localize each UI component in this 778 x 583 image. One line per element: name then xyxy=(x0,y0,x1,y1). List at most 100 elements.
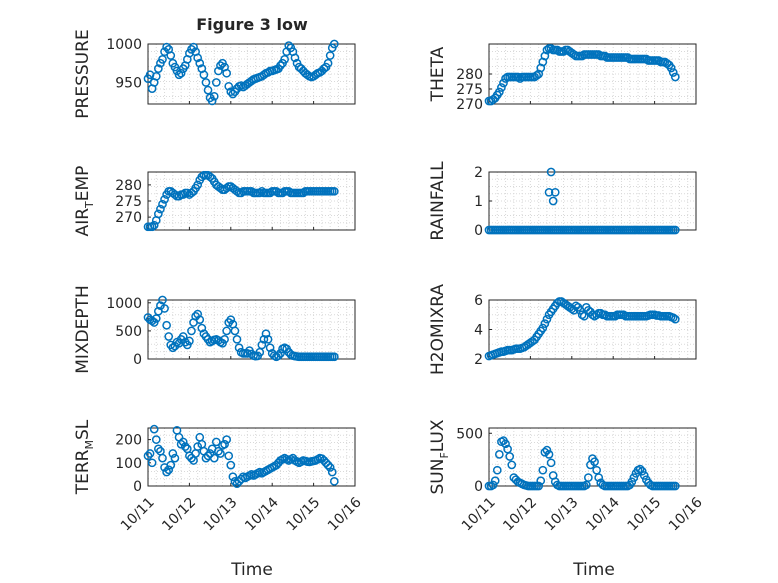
x-axis-label-left: Time xyxy=(230,560,273,580)
subplot-mixdepth: 0 500 1000 MIXDEPTH xyxy=(73,285,356,374)
data-point xyxy=(180,442,190,451)
data-point xyxy=(592,310,601,320)
data-point xyxy=(538,465,548,475)
y-tick-label: 500 xyxy=(115,324,142,340)
data-point xyxy=(158,199,167,209)
data-series xyxy=(143,170,339,232)
y-tick-label: 950 xyxy=(115,75,142,91)
data-point xyxy=(214,446,223,456)
data-point xyxy=(234,343,244,353)
data-point xyxy=(329,39,339,49)
subplot-rainfall: 0 1 2 RAINFALL xyxy=(428,161,697,241)
data-point xyxy=(327,467,337,477)
data-point xyxy=(211,78,221,87)
y-axis-label-tail: EMP xyxy=(73,166,93,202)
data-point xyxy=(670,481,680,491)
data-point xyxy=(220,334,229,344)
data-point xyxy=(492,465,502,475)
data-point xyxy=(501,439,510,449)
y-axis-label-main: RAINFALL xyxy=(428,161,448,241)
data-series xyxy=(143,424,339,489)
data-series xyxy=(484,297,680,361)
data-point xyxy=(160,195,169,204)
data-point xyxy=(559,47,568,56)
data-point xyxy=(176,68,186,78)
data-point xyxy=(329,352,339,362)
y-axis-label-main: PRESSURE xyxy=(73,29,93,118)
data-point xyxy=(149,424,159,434)
data-point xyxy=(534,481,544,491)
data-point xyxy=(542,45,552,55)
data-point xyxy=(189,42,198,52)
data-point xyxy=(507,460,517,470)
data-point xyxy=(220,439,229,449)
data-point xyxy=(490,476,500,486)
y-tick-label: 1000 xyxy=(106,296,142,312)
data-point xyxy=(151,435,161,444)
data-point xyxy=(257,340,267,350)
data-point xyxy=(228,89,238,99)
data-point xyxy=(193,180,203,190)
data-point xyxy=(540,447,550,457)
data-point xyxy=(261,329,271,339)
y-axis-label-main: MIXDEPTH xyxy=(73,285,93,374)
y-axis-label: PRESSURE xyxy=(73,29,93,118)
data-point xyxy=(488,480,498,490)
data-point xyxy=(145,449,155,458)
data-point xyxy=(170,453,180,463)
data-point xyxy=(162,42,171,52)
y-tick-label: 0 xyxy=(133,479,142,495)
y-tick-label: 1 xyxy=(474,194,483,210)
data-point xyxy=(552,298,562,308)
data-point xyxy=(199,70,209,80)
data-point xyxy=(255,188,265,198)
y-axis-label: AIRTEMP xyxy=(73,166,96,237)
data-point xyxy=(168,449,178,458)
data-point xyxy=(329,477,339,486)
data-point xyxy=(505,452,515,461)
data-point xyxy=(209,91,219,101)
data-point xyxy=(216,61,225,70)
data-point xyxy=(637,466,647,476)
y-tick-label: 6 xyxy=(474,293,483,309)
y-axis-label: H2OMIXRA xyxy=(428,284,448,375)
data-point xyxy=(670,314,680,324)
plot-area xyxy=(489,172,696,230)
data-point xyxy=(495,450,504,459)
data-point xyxy=(214,66,223,76)
y-tick-label: 500 xyxy=(456,426,483,442)
data-point xyxy=(154,209,163,219)
data-point xyxy=(499,78,508,88)
data-point xyxy=(222,68,232,78)
data-point xyxy=(224,451,234,461)
data-point xyxy=(276,349,285,358)
data-point xyxy=(276,61,285,70)
data-point xyxy=(147,458,157,468)
y-tick-label: 280 xyxy=(115,178,142,194)
data-point xyxy=(168,343,178,353)
plot-area xyxy=(148,300,355,359)
data-point xyxy=(207,96,217,106)
data-series xyxy=(143,295,339,362)
y-axis-label: THETA xyxy=(428,46,448,102)
data-point xyxy=(143,451,153,461)
data-point xyxy=(228,472,238,482)
data-point xyxy=(149,220,159,230)
data-point xyxy=(147,316,157,326)
y-tick-label: 0 xyxy=(474,479,483,495)
y-axis-label-subscript: M xyxy=(83,440,96,450)
y-tick-label: 200 xyxy=(115,433,142,449)
data-point xyxy=(590,457,599,467)
data-point xyxy=(201,78,211,87)
data-point xyxy=(158,55,167,64)
data-point xyxy=(222,183,232,193)
data-point xyxy=(147,222,157,232)
data-point xyxy=(162,467,171,477)
data-point xyxy=(158,295,167,305)
y-axis-label-tail: LUX xyxy=(428,419,448,452)
data-point xyxy=(195,315,205,325)
data-point xyxy=(174,70,184,80)
data-series xyxy=(484,436,680,491)
